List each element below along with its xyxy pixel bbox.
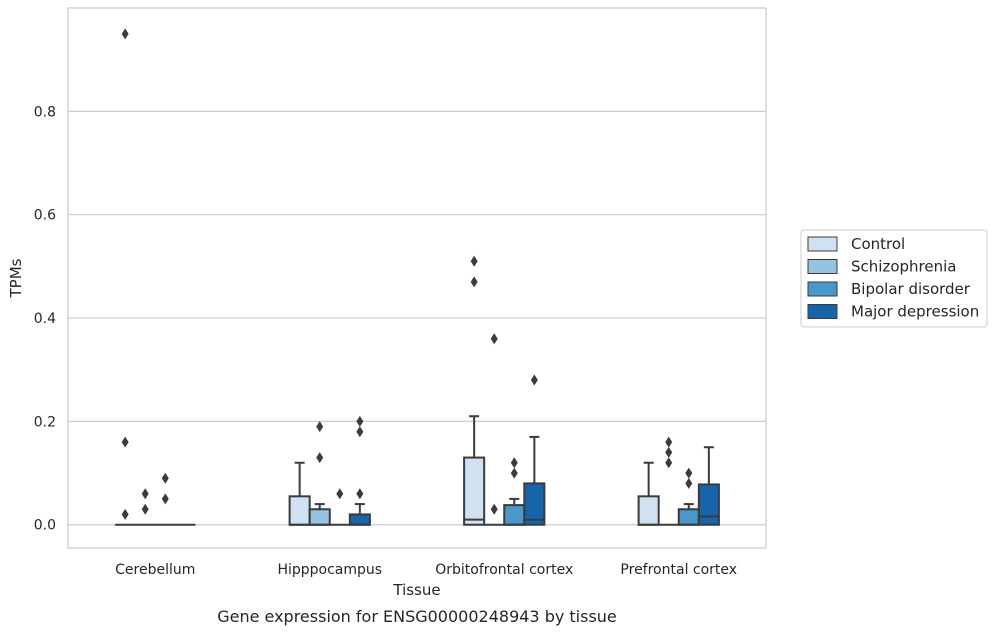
box-bipolar-disorder [677,467,700,526]
box-schizophrenia [308,421,331,526]
legend-label: Major depression [851,303,979,321]
x-axis-label: Tissue [392,581,440,599]
box-schizophrenia [135,488,156,526]
legend-swatch [807,236,838,252]
y-tick-label: 0.2 [34,414,56,430]
box-body [677,508,700,526]
outlier-point [161,472,169,484]
legend: Control Schizophrenia Bipolar disorder Majo… [800,229,988,328]
chart-caption: Gene expression for ENSG00000248943 by t… [217,607,617,626]
x-tick-label: Orbitofrontal cortex [435,562,573,578]
y-tick-label: 0.4 [34,311,56,327]
x-tick-label: Prefrontal cortex [620,562,737,578]
outlier-point [356,415,364,427]
box-body [523,482,546,526]
box-body [308,508,331,526]
box-body [637,495,660,526]
legend-frame [800,229,988,328]
x-axis-ticks: Cerebellum Hipppocampus Orbitofrontal cort… [115,562,737,578]
boxplot-layer [115,28,720,526]
outlier-point [121,508,129,520]
box-body [463,456,486,526]
outlier-point [121,28,129,40]
outlier-point [470,255,478,267]
outlier-point [665,436,673,448]
outlier-point [141,503,149,515]
outlier-point [490,503,498,515]
outlier-point [510,467,518,479]
outlier-point [510,457,518,469]
box-body [503,504,526,526]
outlier-point [121,436,129,448]
box-body [697,483,720,526]
outlier-point [685,477,693,489]
outlier-point [530,374,538,386]
outlier-point [356,426,364,438]
box-major-depression [523,374,546,526]
legend-label: Bipolar disorder [851,280,971,298]
legend-swatch [807,259,838,274]
box-body [288,495,311,526]
outlier-point [336,488,344,500]
box-control [463,255,486,526]
outlier-point [316,452,324,464]
box-control [637,461,660,526]
y-axis-label: TPMs [7,258,25,298]
x-tick-label: Cerebellum [115,562,195,578]
outlier-point [665,446,673,458]
y-tick-label: 0.0 [34,518,56,534]
box-body [348,513,371,526]
y-axis-ticks: 0.0 0.2 0.4 0.6 0.8 [34,104,56,533]
gridlines [68,110,766,526]
box-major-depression [697,446,720,526]
box-control [288,461,311,526]
plot-frame [67,7,767,549]
legend-label: Control [851,235,905,253]
y-tick-label: 0.6 [34,208,56,224]
outlier-point [685,467,693,479]
outlier-point [161,493,169,505]
outlier-point [356,488,364,500]
box-bipolar-disorder [329,488,350,526]
outlier-point [665,457,673,469]
box-schizophrenia [484,333,505,526]
y-tick-label: 0.8 [34,104,56,120]
outlier-point [141,488,149,500]
box-bipolar-disorder [503,457,526,526]
legend-label: Schizophrenia [851,258,956,276]
outlier-point [490,333,498,345]
legend-swatch [807,304,838,319]
box-major-depression [348,415,371,526]
outlier-point [316,421,324,433]
box-schizophrenia [658,436,679,526]
legend-swatch [807,281,838,297]
outlier-point [470,276,478,288]
box-control [115,28,136,526]
x-tick-label: Hipppocampus [277,562,382,578]
box-bipolar-disorder [155,472,176,526]
